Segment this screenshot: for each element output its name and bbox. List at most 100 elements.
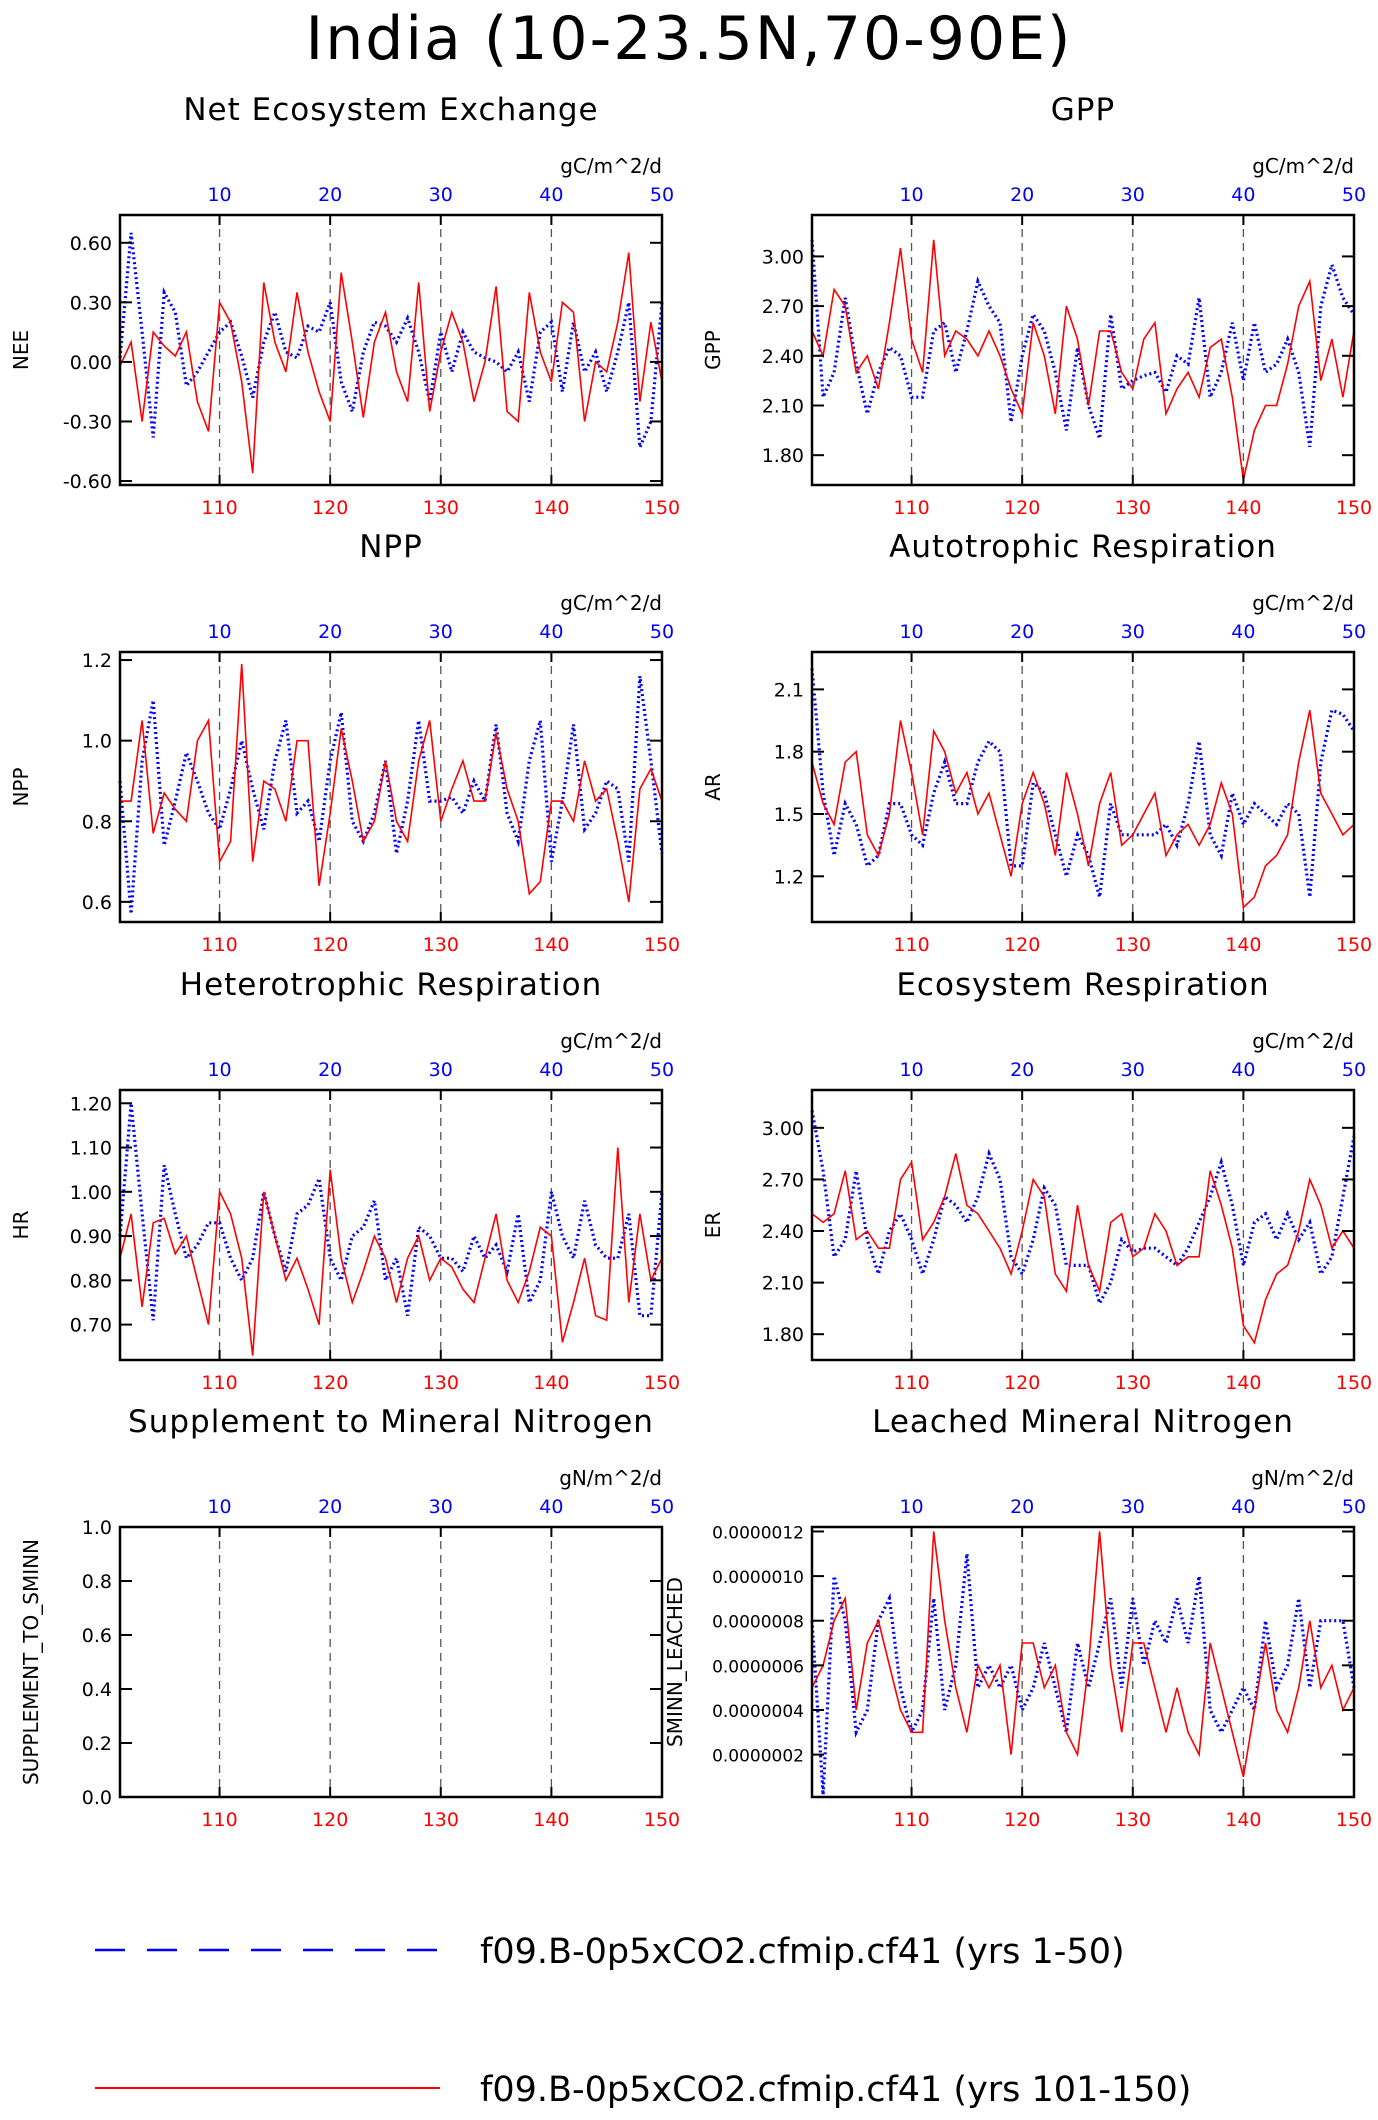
units-label: gC/m^2/d [560,591,662,615]
y-tick-label: 1.2 [82,650,112,672]
series-line-yrs-1-50 [810,239,1356,448]
main-title: India (10-23.5N,70-90E) [305,4,1073,74]
y-tick-label: 0.90 [70,1226,112,1248]
series-line-yrs-101-150 [811,1531,1355,1778]
y-tick-label: 0.8 [82,811,112,833]
units-label: gC/m^2/d [1252,1029,1354,1053]
x-bottom-tick-label: 150 [1336,1372,1372,1394]
y-tick-label: -0.30 [63,411,112,433]
x-bottom-tick-label: 150 [644,1809,680,1831]
units-label: gC/m^2/d [560,154,662,178]
y-tick-label: 2.70 [762,1169,804,1191]
plot-frame [810,1088,1356,1362]
y-tick-label: 0.00 [70,352,112,374]
x-bottom-tick-label: 150 [1336,1809,1372,1831]
x-top-tick-label: 40 [539,184,563,206]
units-label: gC/m^2/d [1252,591,1354,615]
x-bottom-tick-label: 140 [1225,1809,1261,1831]
series-line-yrs-1-50 [118,232,664,448]
x-bottom-tick-label: 110 [893,934,929,956]
plot-frame [810,213,1356,487]
x-top-tick-label: 30 [1121,621,1145,643]
x-bottom-tick-label: 110 [201,934,237,956]
x-top-tick-label: 10 [899,621,923,643]
x-top-tick-label: 10 [899,184,923,206]
x-bottom-tick-label: 140 [533,934,569,956]
y-tick-label: 1.2 [774,866,804,888]
y-tick-label: 2.40 [762,1221,804,1243]
x-bottom-tick-label: 130 [423,1372,459,1394]
series-line-yrs-101-150 [119,252,663,474]
x-bottom-tick-label: 130 [423,497,459,519]
y-tick-label: 1.00 [70,1182,112,1204]
x-bottom-tick-label: 130 [423,934,459,956]
x-bottom-tick-label: 120 [312,1809,348,1831]
x-top-tick-label: 20 [1010,621,1034,643]
x-top-tick-label: 50 [650,621,674,643]
y-tick-label: 1.80 [762,445,804,467]
y-tick-label: 0.0000002 [712,1747,804,1767]
x-top-tick-label: 10 [207,1059,231,1081]
y-tick-label: 2.10 [762,1273,804,1295]
x-top-tick-label: 10 [207,621,231,643]
x-top-tick-label: 20 [318,1496,342,1518]
x-top-tick-label: 10 [899,1059,923,1081]
y-tick-label: 1.80 [762,1324,804,1346]
x-top-tick-label: 30 [429,1059,453,1081]
units-label: gC/m^2/d [1252,154,1354,178]
x-top-tick-label: 40 [539,621,563,643]
y-axis-label: NEE [9,330,33,370]
x-top-tick-label: 50 [1342,184,1366,206]
x-bottom-tick-label: 110 [893,497,929,519]
x-top-tick-label: 20 [318,621,342,643]
y-axis-label: ER [701,1212,725,1239]
y-tick-label: 1.8 [774,742,804,764]
panel-title: Supplement to Mineral Nitrogen [128,1404,654,1440]
y-axis-label: SUPPLEMENT_TO_SMINN [19,1539,43,1785]
x-bottom-tick-label: 120 [312,934,348,956]
series-line-yrs-1-50 [118,675,664,915]
x-top-tick-label: 10 [899,1496,923,1518]
x-bottom-tick-label: 140 [1225,1372,1261,1394]
x-bottom-tick-label: 110 [201,1372,237,1394]
x-bottom-tick-label: 110 [201,1809,237,1831]
x-bottom-tick-label: 140 [533,497,569,519]
x-top-tick-label: 40 [1231,1496,1255,1518]
y-tick-label: -0.60 [63,471,112,493]
x-top-tick-label: 10 [207,184,231,206]
y-tick-label: 3.00 [762,1118,804,1140]
y-tick-label: 0.80 [70,1270,112,1292]
x-top-tick-label: 50 [650,184,674,206]
y-tick-label: 3.00 [762,246,804,268]
x-top-tick-label: 50 [1342,1496,1366,1518]
y-tick-label: 2.1 [774,679,804,701]
x-bottom-tick-label: 110 [893,1372,929,1394]
y-tick-label: 0.0 [82,1787,112,1809]
y-axis-label: HR [9,1210,33,1239]
panel-title: GPP [1051,92,1115,128]
x-top-tick-label: 30 [1121,184,1145,206]
series-line-yrs-101-150 [120,664,663,903]
x-bottom-tick-label: 140 [533,1372,569,1394]
x-bottom-tick-label: 150 [1336,934,1372,956]
panel-title: Heterotrophic Respiration [180,967,602,1003]
x-bottom-tick-label: 120 [312,497,348,519]
plot-frame [810,650,1356,924]
x-bottom-tick-label: 130 [1115,1809,1151,1831]
y-axis-label: AR [701,773,725,801]
x-top-tick-label: 30 [1121,1496,1145,1518]
y-tick-label: 0.0000012 [712,1523,804,1543]
units-label: gC/m^2/d [560,1029,662,1053]
plot-frame [118,1088,664,1362]
y-tick-label: 0.6 [82,892,112,914]
y-axis-label: GPP [701,330,725,370]
x-bottom-tick-label: 150 [644,1372,680,1394]
series-line-yrs-1-50 [118,1103,664,1321]
x-bottom-tick-label: 120 [1004,934,1040,956]
x-top-tick-label: 20 [1010,1059,1034,1081]
legend-label: f09.B-0p5xCO2.cfmip.cf41 (yrs 1-50) [480,1932,1125,1972]
x-bottom-tick-label: 130 [1115,1372,1151,1394]
x-top-tick-label: 40 [1231,184,1255,206]
